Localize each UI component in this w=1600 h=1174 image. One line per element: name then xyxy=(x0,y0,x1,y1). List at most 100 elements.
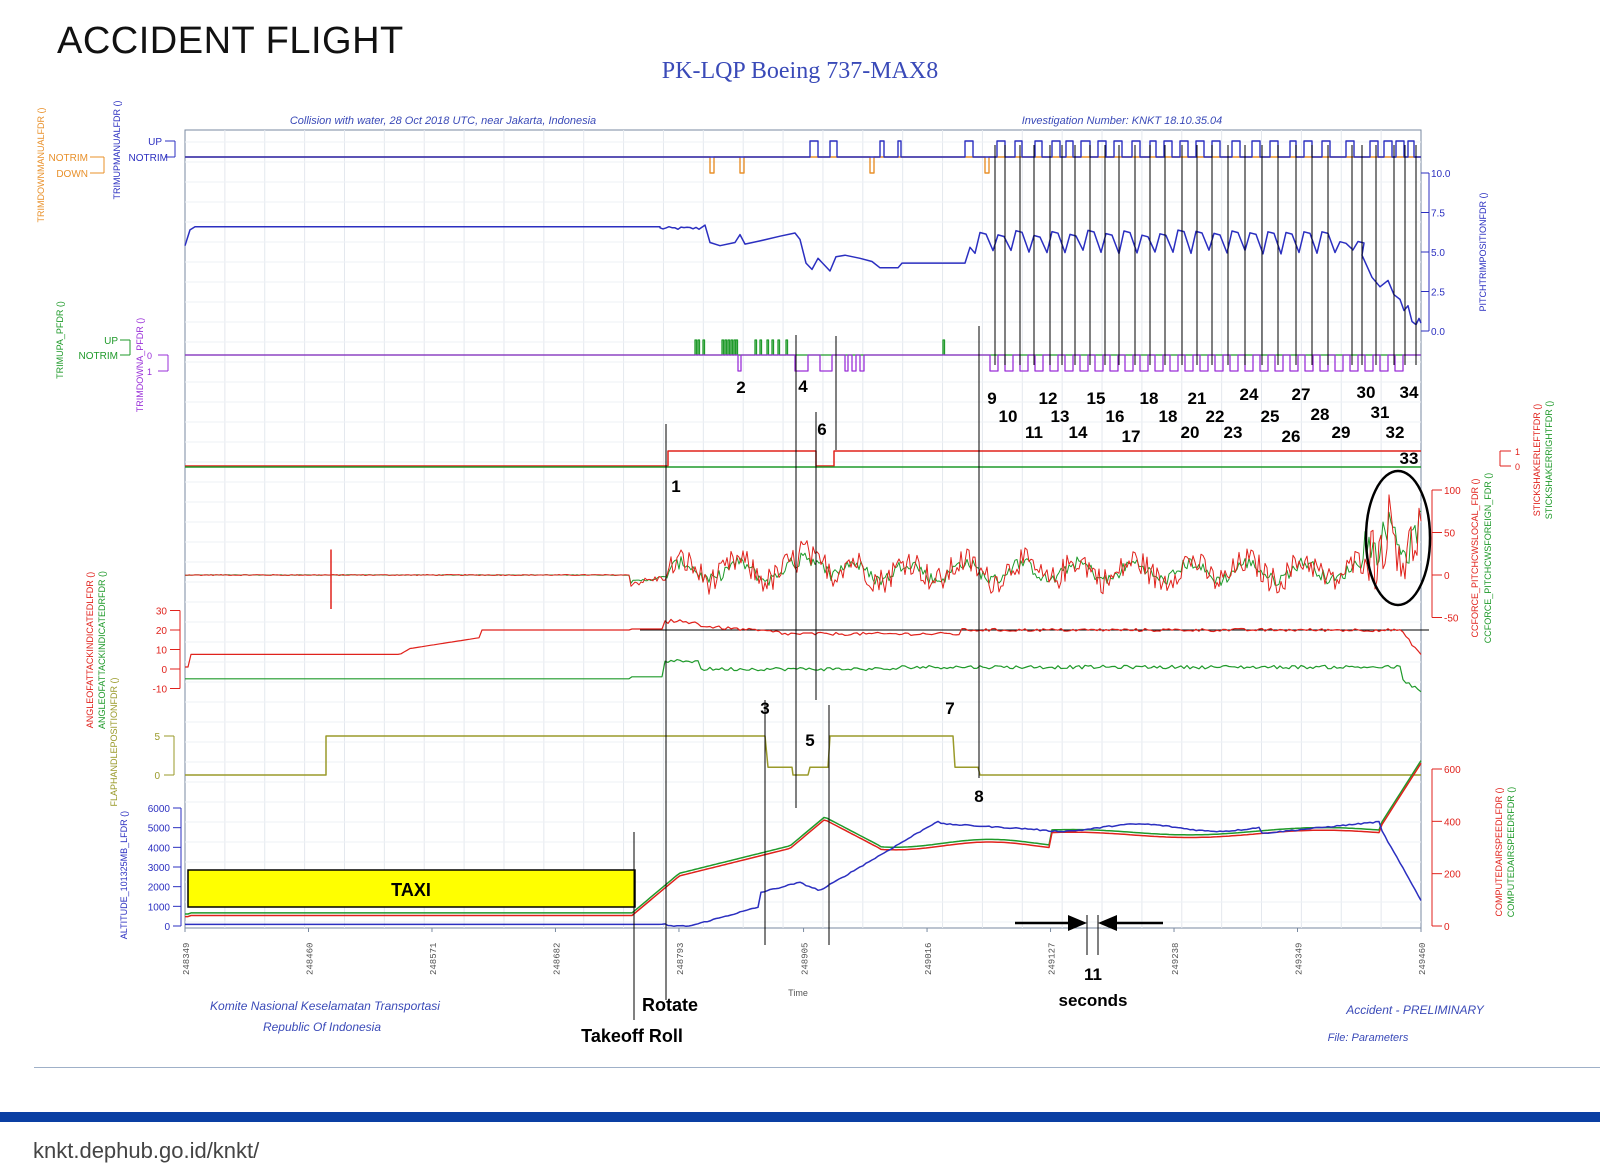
x-tick-label: 248905 xyxy=(801,943,811,975)
gap-value: 11 xyxy=(1084,965,1102,984)
aux-tick-label-stick-shaker: 0 xyxy=(1515,462,1520,472)
fdr-chart: PK-LQP Boeing 737-MAX8 Collision with wat… xyxy=(36,58,1554,1046)
event-label: 14 xyxy=(1069,423,1088,442)
y-tick-label-aoa: -10 xyxy=(153,685,168,696)
footer-file: File: Parameters xyxy=(1328,1032,1409,1044)
y-tick-label-flap: 0 xyxy=(154,771,160,782)
event-label: 20 xyxy=(1181,423,1200,442)
state-label-down: DOWN xyxy=(56,169,88,180)
y-tick-label-altitude: 6000 xyxy=(148,804,171,815)
footer-url[interactable]: knkt.dephub.go.id/knkt/ xyxy=(33,1138,260,1163)
phase-takeoff-roll: Takeoff Roll xyxy=(581,1026,683,1046)
event-label: 6 xyxy=(817,420,826,439)
y-tick-label-airspeed: 0 xyxy=(1444,922,1450,933)
taxi-label: TAXI xyxy=(391,880,431,900)
slide-title: ACCIDENT FLIGHT xyxy=(57,20,404,62)
y-tick-label-pitch-trim: 7.5 xyxy=(1431,209,1445,220)
chart-title: PK-LQP Boeing 737-MAX8 xyxy=(662,58,938,84)
y-tick-label-flap: 5 xyxy=(154,732,160,743)
chart-subtitle-right: Investigation Number: KNKT 18.10.35.04 xyxy=(1022,115,1223,127)
highlight-ellipse xyxy=(1364,469,1432,607)
y-tick-label-pitch-trim: 2.5 xyxy=(1431,288,1445,299)
right-axis-label: CCFORCE_PITCHCWSLOCAL_FDR () xyxy=(1470,478,1480,637)
state-label-notrim: NOTRIM xyxy=(79,351,118,362)
event-label: 18 xyxy=(1159,407,1178,426)
y-tick-label-airspeed: 200 xyxy=(1444,870,1461,881)
event-label: 7 xyxy=(945,699,954,718)
state-label-up: UP xyxy=(104,336,118,347)
right-axis-label: STICKSHAKERRIGHTFDR () xyxy=(1544,401,1554,520)
event-label: 33 xyxy=(1400,449,1419,468)
right-axis-label: CCFORCE_PITCHCWSFOREIGN_FDR () xyxy=(1483,473,1493,644)
series-flap-handle xyxy=(185,735,1421,776)
event-label: 26 xyxy=(1282,427,1301,446)
y-tick-label-column-force: 100 xyxy=(1444,486,1461,497)
y-tick-label-pitch-trim: 5.0 xyxy=(1431,248,1445,259)
series-airspeed-left xyxy=(185,762,1422,918)
event-label: 27 xyxy=(1292,385,1311,404)
event-label: 29 xyxy=(1332,423,1351,442)
y-tick-label-aoa: 30 xyxy=(156,607,168,618)
left-axis-label: ANGLEOFATTACKINDICATEDLFDR () xyxy=(85,572,95,729)
left-axis-label: TRIMUPA_PFDR () xyxy=(55,301,65,379)
event-label: 11 xyxy=(1025,423,1043,442)
y-tick-label-column-force: -50 xyxy=(1444,614,1459,625)
x-tick-label: 249238 xyxy=(1171,943,1181,975)
x-tick-label: 248460 xyxy=(305,943,315,975)
gap-arrowhead-right xyxy=(1098,915,1117,931)
event-label: 3 xyxy=(760,699,769,718)
right-axis-label: STICKSHAKERLEFTFDR () xyxy=(1532,404,1542,517)
series-trim-manual-up xyxy=(185,140,1421,158)
event-label: 23 xyxy=(1224,423,1243,442)
footer-bar xyxy=(0,1112,1600,1122)
series-aoa-left xyxy=(185,618,1422,668)
footer-status: Accident - PRELIMINARY xyxy=(1345,1003,1485,1017)
y-tick-label-altitude: 1000 xyxy=(148,902,171,913)
event-label: 10 xyxy=(999,407,1018,426)
left-axis-label: TRIMUPMANUALFDR () xyxy=(112,101,122,200)
right-axis-label: COMPUTEDAIRSPEEDRFDR () xyxy=(1506,787,1516,918)
event-label: 15 xyxy=(1087,389,1106,408)
y-tick-label-column-force: 0 xyxy=(1444,571,1450,582)
right-axis-label: COMPUTEDAIRSPEEDLFDR () xyxy=(1494,787,1504,916)
event-label: 24 xyxy=(1240,385,1259,404)
event-label: 28 xyxy=(1311,405,1330,424)
gap-arrowhead-left xyxy=(1068,915,1087,931)
y-tick-label-aoa: 10 xyxy=(156,646,168,657)
event-label: 31 xyxy=(1371,403,1390,422)
left-axis-label: FLAPHANDLEPOSITIONFDR () xyxy=(109,677,119,806)
series-aoa-right xyxy=(185,658,1422,693)
event-label: 34 xyxy=(1400,383,1419,402)
event-label: 13 xyxy=(1051,407,1070,426)
y-tick-label-altitude: 3000 xyxy=(148,863,171,874)
series-altitude xyxy=(185,820,1422,928)
aux-tick-label-auto-trim: 0 xyxy=(147,351,152,361)
left-axis-label: TRIMDOWNMANUALFDR () xyxy=(36,108,46,223)
event-label: 21 xyxy=(1188,389,1207,408)
left-axis-label: TRIMDOWNA_PFDR () xyxy=(135,318,145,413)
phase-rotate: Rotate xyxy=(642,995,698,1015)
series-airspeed-right xyxy=(185,760,1422,915)
series-column-force-local xyxy=(184,494,1422,595)
event-label: 4 xyxy=(798,377,808,396)
state-label-notrim: NOTRIM xyxy=(49,153,88,164)
event-label: 12 xyxy=(1039,389,1058,408)
footer-org-2: Republic Of Indonesia xyxy=(263,1020,381,1034)
series-pitch-trim xyxy=(184,224,1422,326)
aux-tick-label-stick-shaker: 1 xyxy=(1515,447,1520,457)
x-tick-label: 248793 xyxy=(676,943,686,975)
aux-tick-label-auto-trim: 1 xyxy=(147,367,152,377)
x-tick-label: 249127 xyxy=(1048,943,1058,975)
y-tick-label-pitch-trim: 0.0 xyxy=(1431,327,1445,338)
state-label-up: UP xyxy=(148,137,162,148)
event-label: 25 xyxy=(1261,407,1280,426)
y-tick-label-aoa: 20 xyxy=(156,626,168,637)
event-label: 9 xyxy=(987,389,996,408)
event-label: 1 xyxy=(671,477,680,496)
state-label-notrim: NOTRIM xyxy=(129,153,168,164)
footer-divider xyxy=(34,1067,1600,1068)
y-tick-label-altitude: 5000 xyxy=(148,824,171,835)
left-axis-label: ANGLEOFATTACKINDICATEDRFDR () xyxy=(97,571,107,729)
y-tick-label-altitude: 0 xyxy=(164,922,170,933)
event-label: 8 xyxy=(974,787,983,806)
